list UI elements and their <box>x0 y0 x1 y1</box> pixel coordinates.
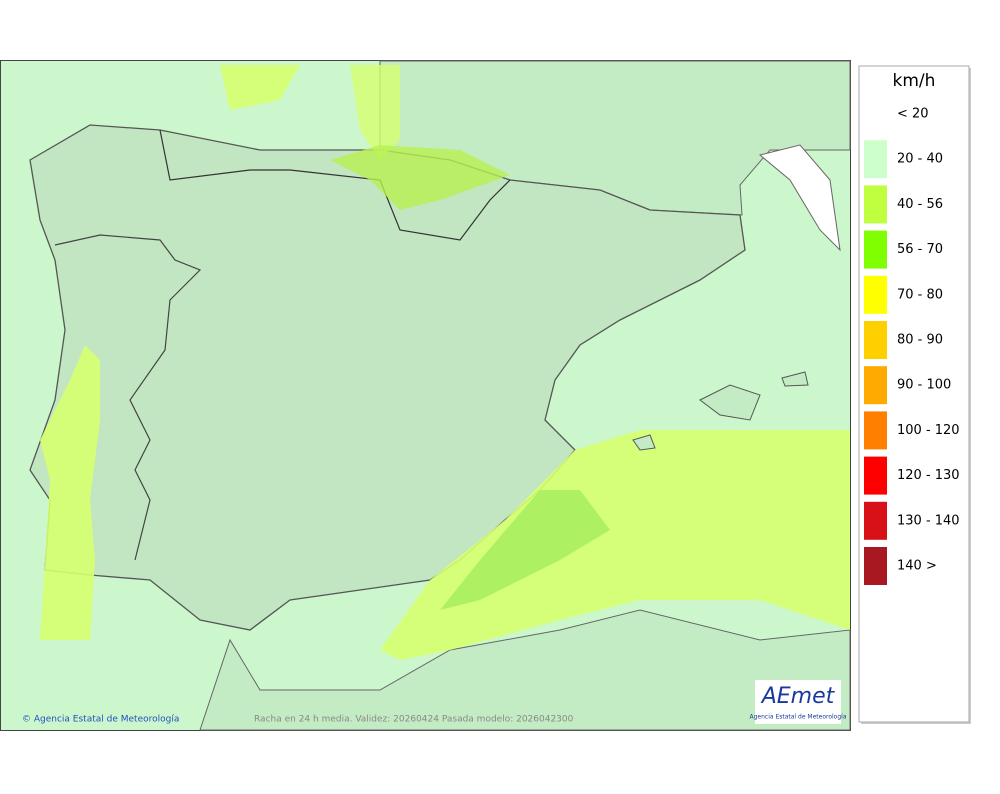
legend-label: 80 - 90 <box>897 333 943 348</box>
legend-label: 120 - 130 <box>897 468 960 483</box>
africa <box>199 609 851 731</box>
mediterranean-strong <box>440 490 610 610</box>
legend-label: < 20 <box>897 107 929 122</box>
map <box>0 60 851 731</box>
legend-label: 56 - 70 <box>897 242 943 257</box>
gulf-gusts <box>220 65 300 110</box>
menorca <box>781 371 809 387</box>
legend-label: 70 - 80 <box>897 287 943 302</box>
legend-swatch <box>864 140 887 179</box>
legend-label: 130 - 140 <box>897 513 960 528</box>
logo-name: AEmet <box>760 684 836 709</box>
logo-box <box>755 680 841 724</box>
north-gusts <box>350 65 400 160</box>
legend-swatch <box>864 366 887 405</box>
mediterranean-gusts <box>380 430 850 660</box>
legend-label: 20 - 40 <box>897 152 943 167</box>
caption: Racha en 24 h media. Validez: 20260424 P… <box>254 715 574 725</box>
corsica-snow <box>758 144 841 252</box>
legend-swatch <box>864 185 887 224</box>
portugal-border <box>54 234 202 561</box>
logo-subtitle: Agencia Estatal de Meteorología <box>750 714 847 721</box>
cantabrian-gusts <box>330 145 510 210</box>
credit: © Agencia Estatal de Meteorología <box>22 715 179 725</box>
mallorca <box>699 384 761 421</box>
legend-swatch <box>864 547 887 585</box>
legend-swatch <box>864 321 887 359</box>
legend-label: 100 - 120 <box>897 423 960 438</box>
legend-swatch <box>864 501 887 540</box>
legend-label: 140 > <box>897 559 937 574</box>
atlantic-gusts <box>40 345 100 640</box>
legend-swatch <box>864 275 887 314</box>
legend-swatch <box>864 411 887 450</box>
legend-label: 90 - 100 <box>897 378 951 393</box>
legend-swatch <box>864 456 887 495</box>
legend-label: 40 - 56 <box>897 197 943 212</box>
ibiza <box>632 434 656 451</box>
legend-swatch <box>864 230 887 269</box>
legend-title: km/h <box>893 71 936 91</box>
